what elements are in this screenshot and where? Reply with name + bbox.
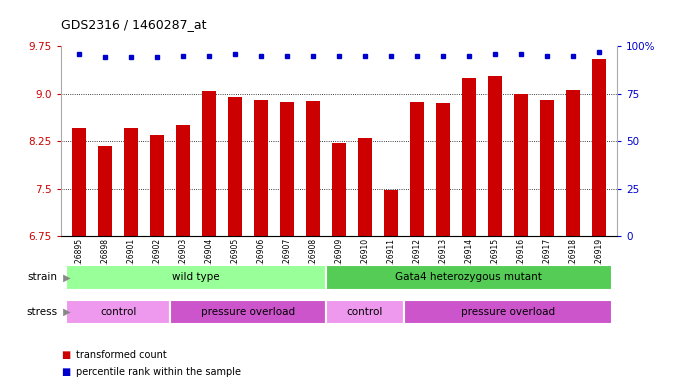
- Bar: [565, 91, 580, 236]
- Bar: [228, 97, 242, 236]
- Bar: [404, 300, 612, 324]
- Bar: [72, 129, 86, 236]
- Bar: [254, 100, 268, 236]
- Text: pressure overload: pressure overload: [201, 307, 295, 317]
- Bar: [326, 300, 404, 324]
- Text: control: control: [346, 307, 383, 317]
- Text: ▶: ▶: [60, 307, 71, 317]
- Text: strain: strain: [28, 272, 58, 283]
- Bar: [98, 146, 113, 236]
- Text: ▶: ▶: [60, 272, 71, 283]
- Bar: [66, 265, 326, 290]
- Text: transformed count: transformed count: [76, 350, 167, 360]
- Bar: [150, 135, 164, 236]
- Text: percentile rank within the sample: percentile rank within the sample: [76, 367, 241, 377]
- Bar: [124, 129, 138, 236]
- Bar: [332, 143, 346, 236]
- Text: wild type: wild type: [172, 272, 220, 283]
- Bar: [170, 300, 326, 324]
- Bar: [592, 59, 606, 236]
- Bar: [410, 102, 424, 236]
- Bar: [66, 300, 170, 324]
- Bar: [176, 125, 191, 236]
- Text: pressure overload: pressure overload: [461, 307, 555, 317]
- Bar: [306, 101, 320, 236]
- Bar: [358, 138, 372, 236]
- Bar: [462, 78, 476, 236]
- Bar: [540, 100, 554, 236]
- Text: ■: ■: [61, 367, 71, 377]
- Bar: [326, 265, 612, 290]
- Text: Gata4 heterozygous mutant: Gata4 heterozygous mutant: [395, 272, 542, 283]
- Text: stress: stress: [26, 307, 58, 317]
- Bar: [280, 102, 294, 236]
- Bar: [384, 190, 398, 236]
- Text: control: control: [100, 307, 136, 317]
- Bar: [514, 94, 528, 236]
- Bar: [202, 91, 216, 236]
- Bar: [436, 103, 450, 236]
- Text: GDS2316 / 1460287_at: GDS2316 / 1460287_at: [61, 18, 207, 31]
- Bar: [487, 76, 502, 236]
- Text: ■: ■: [61, 350, 71, 360]
